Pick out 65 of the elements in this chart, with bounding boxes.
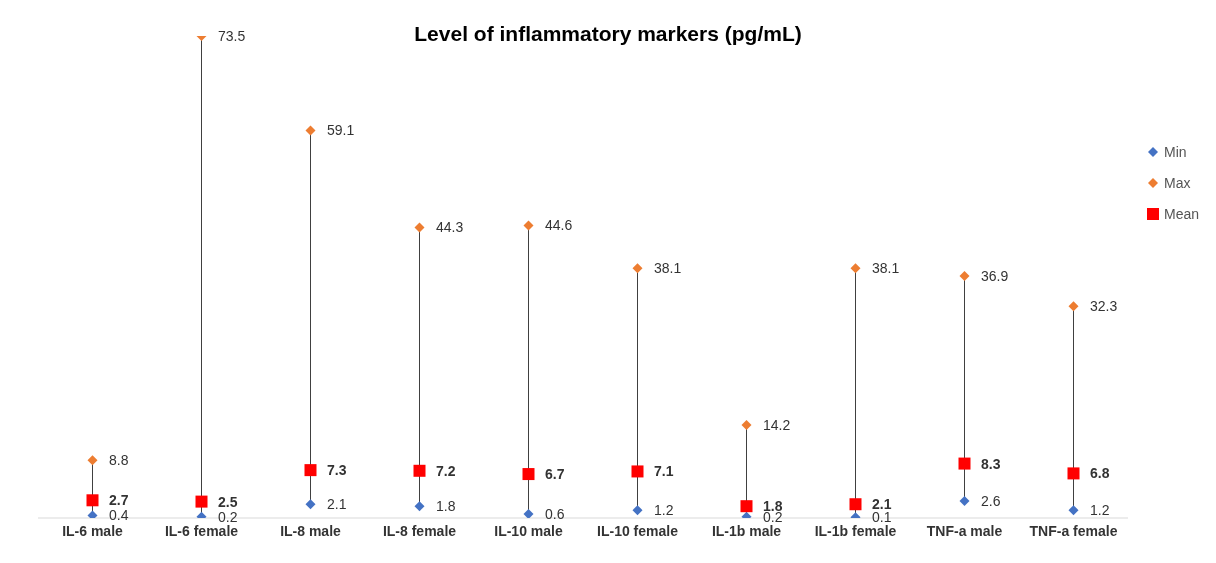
- point: [631, 465, 644, 478]
- x-tick-label: IL-10 female: [597, 522, 679, 539]
- point: [741, 419, 752, 430]
- point: [632, 505, 643, 516]
- data-label: 8.8: [109, 452, 129, 469]
- x-tick-label: IL-6 male: [62, 522, 124, 539]
- data-label: 1.2: [1090, 502, 1110, 519]
- data-label: 7.3: [327, 462, 347, 479]
- point: [195, 495, 208, 508]
- data-label: 59.1: [327, 122, 355, 139]
- data-label: 0.6: [545, 506, 565, 523]
- point: [522, 468, 535, 481]
- data-label: 73.5: [218, 27, 246, 44]
- data-label: 6.8: [1090, 465, 1110, 482]
- point: [305, 125, 316, 136]
- x-tick-label: IL-8 female: [382, 522, 457, 539]
- x-tick-label: IL-1b male: [711, 522, 782, 539]
- point: [632, 263, 643, 274]
- x-tick-label: IL-6 female: [164, 522, 239, 539]
- point: [413, 464, 426, 477]
- legend-label: Min: [1164, 143, 1187, 160]
- point: [1067, 467, 1080, 480]
- data-label: 0.2: [218, 508, 238, 525]
- point: [414, 501, 425, 512]
- point: [523, 220, 534, 231]
- point: [849, 498, 862, 511]
- data-label: 44.6: [545, 217, 573, 234]
- data-label: 1.2: [654, 502, 674, 519]
- x-tick-label: IL-10 male: [494, 522, 563, 539]
- point: [959, 271, 970, 282]
- data-label: 36.9: [981, 267, 1009, 284]
- legend-label: Max: [1164, 174, 1191, 191]
- data-label: 32.3: [1090, 298, 1118, 315]
- point: [850, 263, 861, 274]
- data-label: 14.2: [763, 416, 791, 433]
- point: [87, 455, 98, 466]
- point: [740, 500, 753, 513]
- data-label: 2.6: [981, 492, 1001, 509]
- data-label: 2.1: [327, 496, 347, 513]
- point: [959, 495, 970, 506]
- data-label: 2.5: [218, 493, 238, 510]
- point: [305, 499, 316, 510]
- data-label: 6.7: [545, 466, 565, 483]
- point: [87, 510, 98, 518]
- data-label: 8.3: [981, 455, 1001, 472]
- data-label: 2.7: [109, 492, 129, 509]
- data-label: 44.3: [436, 219, 464, 236]
- x-tick-label: TNF-a female: [1029, 522, 1118, 539]
- data-label: 7.1: [654, 463, 674, 480]
- chart-title: Level of inflammatory markers (pg/mL): [413, 22, 803, 46]
- data-label: 38.1: [872, 260, 900, 277]
- point: [304, 464, 317, 477]
- point: [1068, 301, 1079, 312]
- legend-label: Mean: [1164, 205, 1200, 222]
- point: [523, 509, 534, 518]
- data-label: 0.4: [109, 507, 129, 524]
- x-tick-label: IL-8 male: [280, 522, 342, 539]
- point: [414, 222, 425, 233]
- x-tick-label: TNF-a male: [926, 522, 1003, 539]
- data-label: 38.1: [654, 260, 682, 277]
- data-label: 7.2: [436, 462, 456, 479]
- data-label: 1.8: [436, 498, 456, 515]
- point: [86, 494, 99, 507]
- point: [958, 457, 971, 470]
- point: [1068, 505, 1079, 516]
